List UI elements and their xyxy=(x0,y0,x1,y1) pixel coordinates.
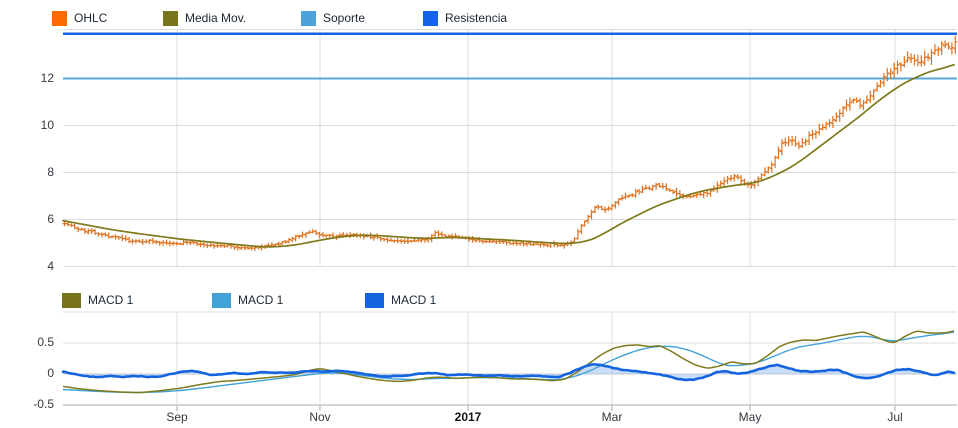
legend-item-macd-hist[interactable]: MACD 1 xyxy=(365,292,436,308)
legend-label-ohlc: OHLC xyxy=(74,11,108,25)
legend-label-media-mov: Media Mov. xyxy=(185,11,247,25)
soporte-swatch xyxy=(301,10,316,26)
macd-line-swatch xyxy=(62,292,81,308)
x-axis-label-May: May xyxy=(738,410,762,424)
x-axis-label-Jul: Jul xyxy=(887,410,903,424)
macd-y-tick-0: 0 xyxy=(47,366,54,380)
macd-legend: MACD 1 MACD 1 MACD 1 xyxy=(0,292,958,310)
legend-label-macd-hist: MACD 1 xyxy=(391,293,437,307)
price-y-tick-6: 6 xyxy=(47,211,54,226)
legend-item-ohlc[interactable]: OHLC xyxy=(52,10,107,26)
legend-label-soporte: Soporte xyxy=(323,11,366,25)
ohlc-swatch xyxy=(52,10,67,26)
macd-hist-swatch xyxy=(365,292,384,308)
legend-label-macd-line: MACD 1 xyxy=(88,293,134,307)
x-axis-label-Sep: Sep xyxy=(166,410,188,424)
x-axis-label-2017: 2017 xyxy=(454,410,482,424)
macd-y-tick-0.5: 0.5 xyxy=(37,335,54,349)
legend-item-macd-line[interactable]: MACD 1 xyxy=(62,292,133,308)
price-y-tick-10: 10 xyxy=(40,117,54,132)
x-axis-label-Nov: Nov xyxy=(309,410,331,424)
price-y-tick-8: 8 xyxy=(47,164,54,179)
legend-label-resistencia: Resistencia xyxy=(445,11,508,25)
legend-label-macd-signal: MACD 1 xyxy=(238,293,284,307)
price-y-tick-12: 12 xyxy=(40,70,54,85)
media-mov-swatch xyxy=(163,10,178,26)
legend-item-soporte[interactable]: Soporte xyxy=(301,10,365,26)
price-chart-legend: OHLC Media Mov. Soporte Resistencia xyxy=(0,10,958,28)
legend-item-resistencia[interactable]: Resistencia xyxy=(423,10,507,26)
legend-item-macd-signal[interactable]: MACD 1 xyxy=(212,292,283,308)
resistencia-swatch xyxy=(423,10,438,26)
macd-y-tick--0.5: -0.5 xyxy=(33,397,54,411)
x-axis-label-Mar: Mar xyxy=(601,410,623,424)
legend-item-media-mov[interactable]: Media Mov. xyxy=(163,10,246,26)
macd-signal-swatch xyxy=(212,292,231,308)
price-y-tick-4: 4 xyxy=(47,258,54,273)
